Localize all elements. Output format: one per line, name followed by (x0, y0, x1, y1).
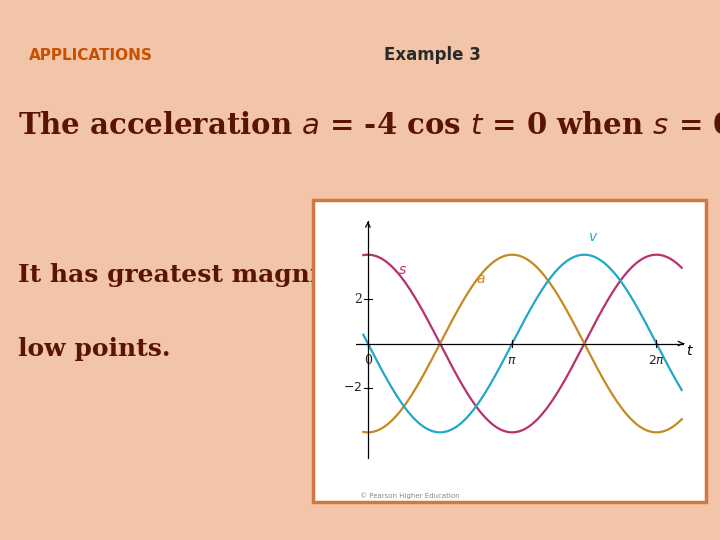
Text: APPLICATIONS: APPLICATIONS (29, 48, 153, 63)
Text: It has greatest magnitude at the high and: It has greatest magnitude at the high an… (18, 263, 606, 287)
Text: $a$: $a$ (476, 272, 485, 286)
Text: © Pearson Higher Education: © Pearson Higher Education (360, 492, 459, 499)
Text: $t$: $t$ (686, 345, 694, 359)
Text: $-2$: $-2$ (343, 381, 362, 394)
Text: The acceleration $a$ = -4 cos $t$ = 0 when $s$ = 0.: The acceleration $a$ = -4 cos $t$ = 0 wh… (18, 111, 720, 140)
Text: $\pi$: $\pi$ (508, 354, 517, 367)
Text: low points.: low points. (18, 337, 171, 361)
Text: $2\pi$: $2\pi$ (647, 354, 665, 367)
Text: Example 3: Example 3 (384, 46, 480, 64)
Text: $v$: $v$ (588, 230, 599, 244)
Text: $s$: $s$ (397, 264, 407, 277)
Text: 2: 2 (354, 293, 362, 306)
Text: 0: 0 (364, 354, 372, 367)
